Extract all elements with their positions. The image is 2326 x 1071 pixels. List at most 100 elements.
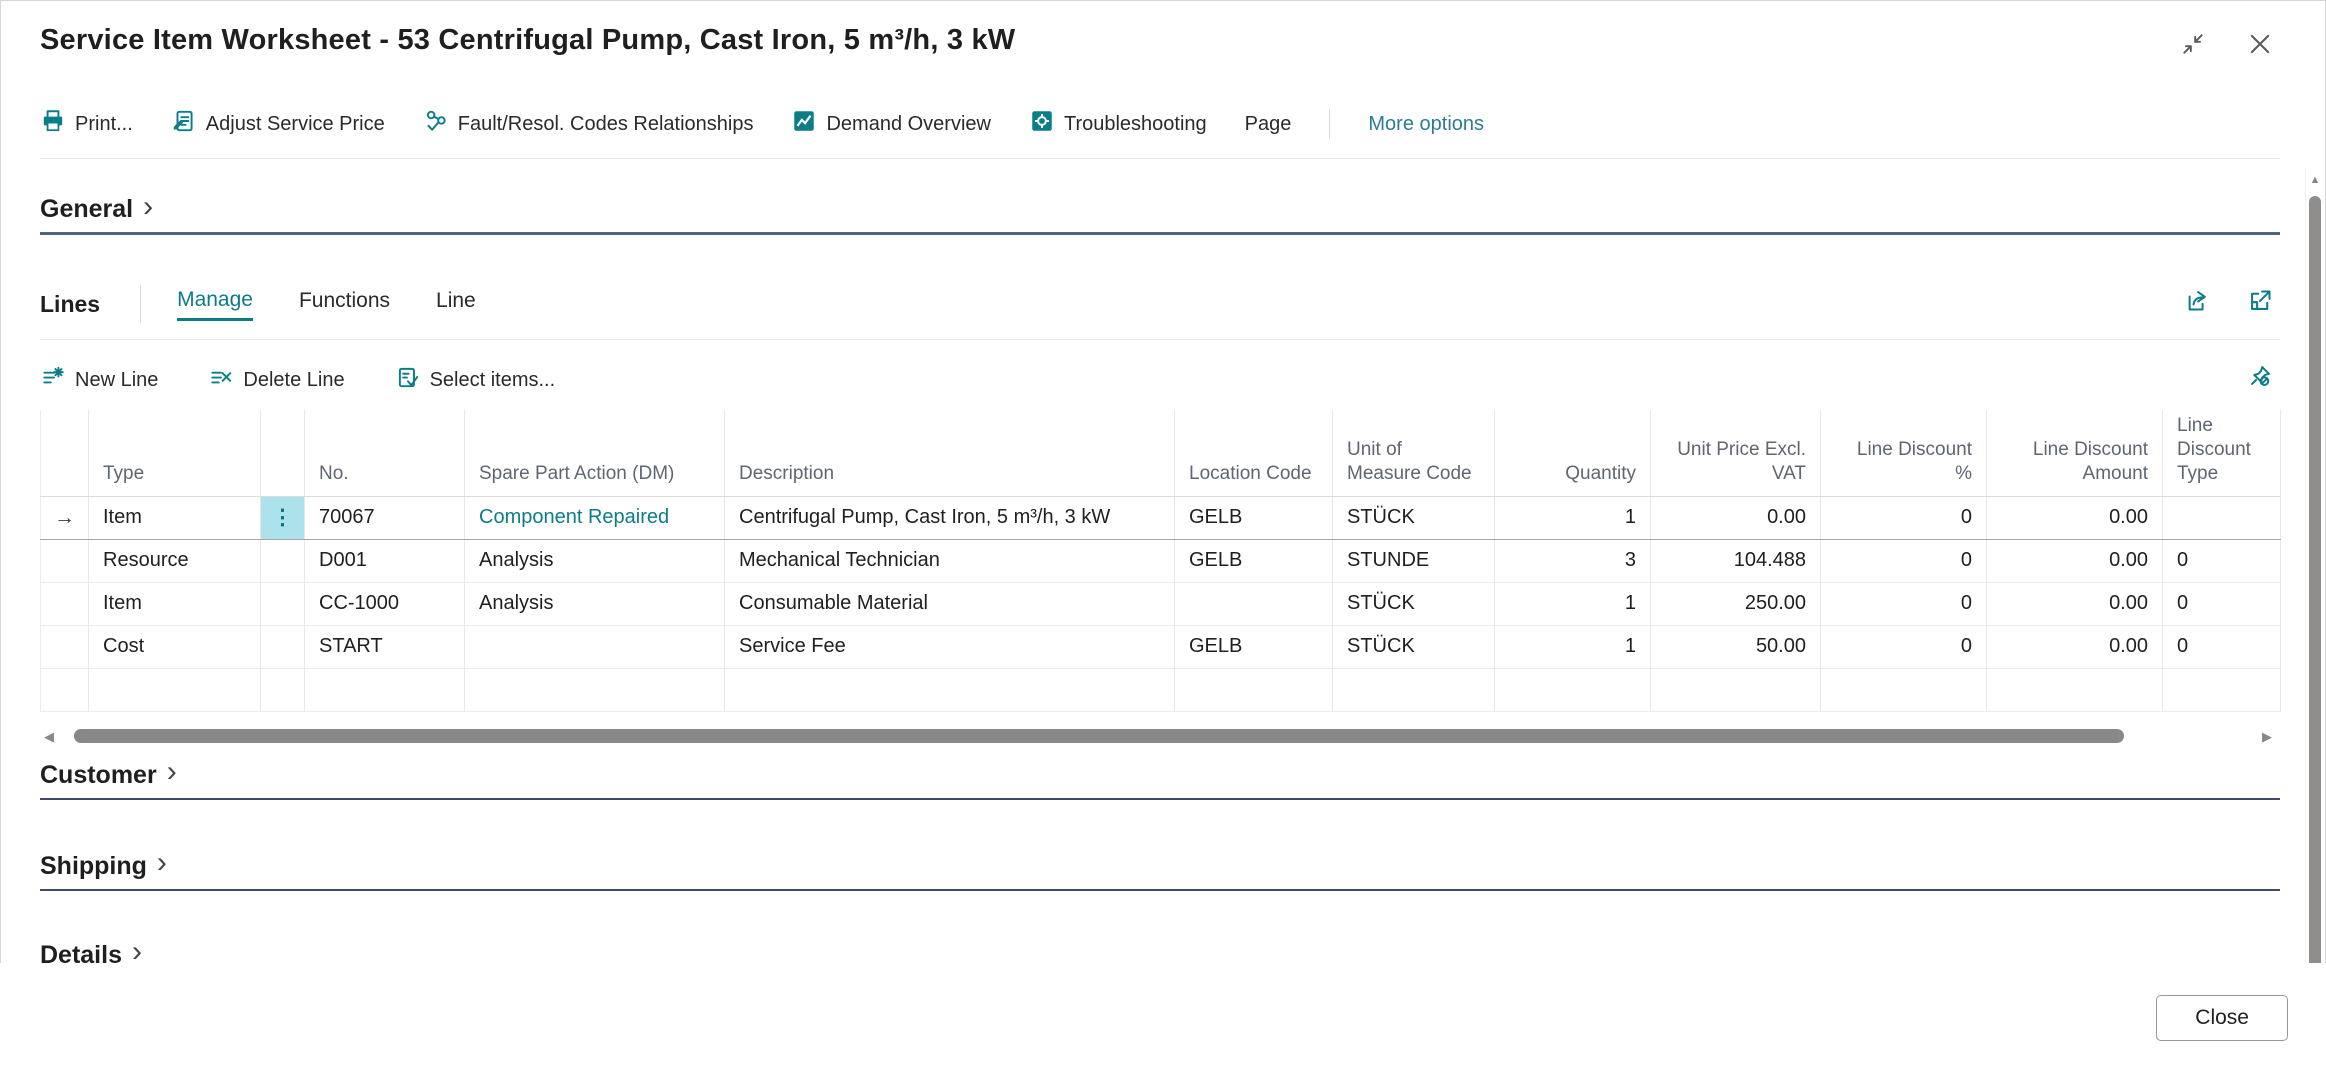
cell-unit-price[interactable]: 0.00 <box>1650 495 1821 540</box>
lines-caption: Lines <box>40 290 101 317</box>
shipping-section-toggle[interactable]: Shipping › <box>40 846 167 880</box>
cell-no[interactable]: D001 <box>304 539 465 583</box>
demand-overview-button[interactable]: Demand Overview <box>791 108 991 140</box>
share-button[interactable] <box>2184 287 2211 314</box>
cell-discount-amount[interactable]: 0.00 <box>1986 495 2163 540</box>
cell-location[interactable]: GELB <box>1174 495 1333 540</box>
section-customer: Customer › <box>40 755 2280 800</box>
cell-discount-pct[interactable]: 0 <box>1820 582 1987 626</box>
print-button[interactable]: Print... <box>40 108 133 140</box>
collapse-dialog-button[interactable] <box>2180 31 2206 57</box>
adjust-price-icon <box>171 108 197 140</box>
customer-section-toggle[interactable]: Customer › <box>40 755 177 789</box>
table-row: Cost START Service Fee GELB STÜCK 1 50.0… <box>40 625 2281 669</box>
page-menu-button[interactable]: Page <box>1244 112 1292 135</box>
col-no[interactable]: No. <box>304 410 465 497</box>
cell-spare-part-action[interactable] <box>464 625 725 669</box>
cell-spare-part-action[interactable]: Component Repaired <box>464 495 725 540</box>
cell-discount-amount[interactable]: 0.00 <box>1986 539 2163 583</box>
tab-manage[interactable]: Manage <box>177 288 253 321</box>
col-line-discount-pct[interactable]: Line Discount % <box>1820 410 1987 497</box>
dialog-footer: Close <box>0 963 2326 1071</box>
open-in-new-window-button[interactable] <box>2247 287 2274 314</box>
col-type[interactable]: Type <box>88 410 261 497</box>
popout-icon <box>2247 290 2274 317</box>
cell-quantity[interactable]: 1 <box>1494 495 1651 540</box>
new-line-button[interactable]: New Line <box>40 364 158 396</box>
dialog-content: Print... Adjust Service Price Fault/Reso… <box>0 96 2310 963</box>
cell-description[interactable]: Consumable Material <box>724 582 1175 626</box>
cell-discount-amount[interactable]: 0.00 <box>1986 625 2163 669</box>
cell-discount-pct[interactable]: 0 <box>1820 495 1987 540</box>
col-spare-part-action[interactable]: Spare Part Action (DM) <box>464 410 725 497</box>
cell-discount-type[interactable]: 0 <box>2162 582 2281 626</box>
cell-uom[interactable]: STÜCK <box>1332 495 1495 540</box>
horizontal-scrollbar-thumb[interactable] <box>74 728 2124 743</box>
row-options-icon[interactable]: ⋮ <box>260 495 305 540</box>
col-line-discount-amount[interactable]: Line Discount Amount <box>1986 410 2163 497</box>
cell-spare-part-action[interactable]: Analysis <box>464 582 725 626</box>
table-row: → Item ⋮ 70067 Component Repaired Centri… <box>40 495 2281 540</box>
cell-type[interactable]: Cost <box>88 625 261 669</box>
cell-uom[interactable]: STUNDE <box>1332 539 1495 583</box>
cell-discount-type[interactable] <box>2162 495 2281 540</box>
scroll-up-icon[interactable]: ▲ <box>2309 174 2321 186</box>
cell-description[interactable]: Centrifugal Pump, Cast Iron, 5 m³/h, 3 k… <box>724 495 1175 540</box>
cell-location[interactable] <box>1174 582 1333 626</box>
cell-discount-type[interactable]: 0 <box>2162 539 2281 583</box>
cell-discount-type[interactable]: 0 <box>2162 625 2281 669</box>
cell-location[interactable]: GELB <box>1174 539 1333 583</box>
scroll-right-icon[interactable]: ▶ <box>2262 728 2272 744</box>
cell-uom[interactable]: STÜCK <box>1332 582 1495 626</box>
col-location-code[interactable]: Location Code <box>1174 410 1333 497</box>
select-items-icon <box>395 364 421 396</box>
cell-description[interactable]: Mechanical Technician <box>724 539 1175 583</box>
col-unit-price[interactable]: Unit Price Excl. VAT <box>1650 410 1821 497</box>
row-options-cell[interactable] <box>260 539 305 583</box>
cell-no[interactable]: START <box>304 625 465 669</box>
cell-discount-pct[interactable]: 0 <box>1820 625 1987 669</box>
horizontal-scrollbar[interactable]: ◀ ▶ <box>40 728 2280 745</box>
fault-resol-codes-button[interactable]: Fault/Resol. Codes Relationships <box>423 108 753 140</box>
details-section-toggle[interactable]: Details › <box>40 937 2280 964</box>
cell-quantity[interactable]: 1 <box>1494 582 1651 626</box>
cell-quantity[interactable]: 3 <box>1494 539 1651 583</box>
cell-unit-price[interactable]: 50.00 <box>1650 625 1821 669</box>
cell-uom[interactable]: STÜCK <box>1332 625 1495 669</box>
col-uom-code[interactable]: Unit of Measure Code <box>1332 410 1495 497</box>
cell-location[interactable]: GELB <box>1174 625 1333 669</box>
close-button[interactable]: Close <box>2156 995 2288 1041</box>
cell-no[interactable]: CC-1000 <box>304 582 465 626</box>
vertical-scrollbar-thumb[interactable] <box>2309 196 2321 1045</box>
unpin-pane-button[interactable] <box>2247 362 2274 389</box>
row-options-cell[interactable] <box>260 625 305 669</box>
section-details: Details › <box>40 937 2280 964</box>
collapse-icon <box>2180 34 2206 60</box>
cell-type[interactable]: Resource <box>88 539 261 583</box>
cell-description[interactable]: Service Fee <box>724 625 1175 669</box>
cell-unit-price[interactable]: 104.488 <box>1650 539 1821 583</box>
cell-discount-pct[interactable]: 0 <box>1820 539 1987 583</box>
tab-functions[interactable]: Functions <box>299 289 390 319</box>
close-dialog-button[interactable] <box>2246 30 2274 58</box>
cell-type[interactable]: Item <box>88 582 261 626</box>
col-description[interactable]: Description <box>724 410 1175 497</box>
cell-spare-part-action[interactable]: Analysis <box>464 539 725 583</box>
more-options-button[interactable]: More options <box>1368 112 1485 135</box>
vertical-scrollbar[interactable]: ▲ <box>2305 170 2323 1071</box>
cell-unit-price[interactable]: 250.00 <box>1650 582 1821 626</box>
cell-discount-amount[interactable]: 0.00 <box>1986 582 2163 626</box>
cell-quantity[interactable]: 1 <box>1494 625 1651 669</box>
delete-line-button[interactable]: Delete Line <box>208 364 345 396</box>
general-section-toggle[interactable]: General › <box>40 189 154 223</box>
row-options-cell[interactable] <box>260 582 305 626</box>
tab-line[interactable]: Line <box>436 289 476 319</box>
cell-no[interactable]: 70067 <box>304 495 465 540</box>
adjust-service-price-button[interactable]: Adjust Service Price <box>171 108 385 140</box>
select-items-button[interactable]: Select items... <box>395 364 555 396</box>
col-line-discount-type[interactable]: Line Discount Type <box>2162 410 2281 497</box>
scroll-left-icon[interactable]: ◀ <box>44 728 54 744</box>
troubleshooting-button[interactable]: Troubleshooting <box>1029 108 1207 140</box>
col-quantity[interactable]: Quantity <box>1494 410 1651 497</box>
cell-type[interactable]: Item <box>88 495 261 540</box>
